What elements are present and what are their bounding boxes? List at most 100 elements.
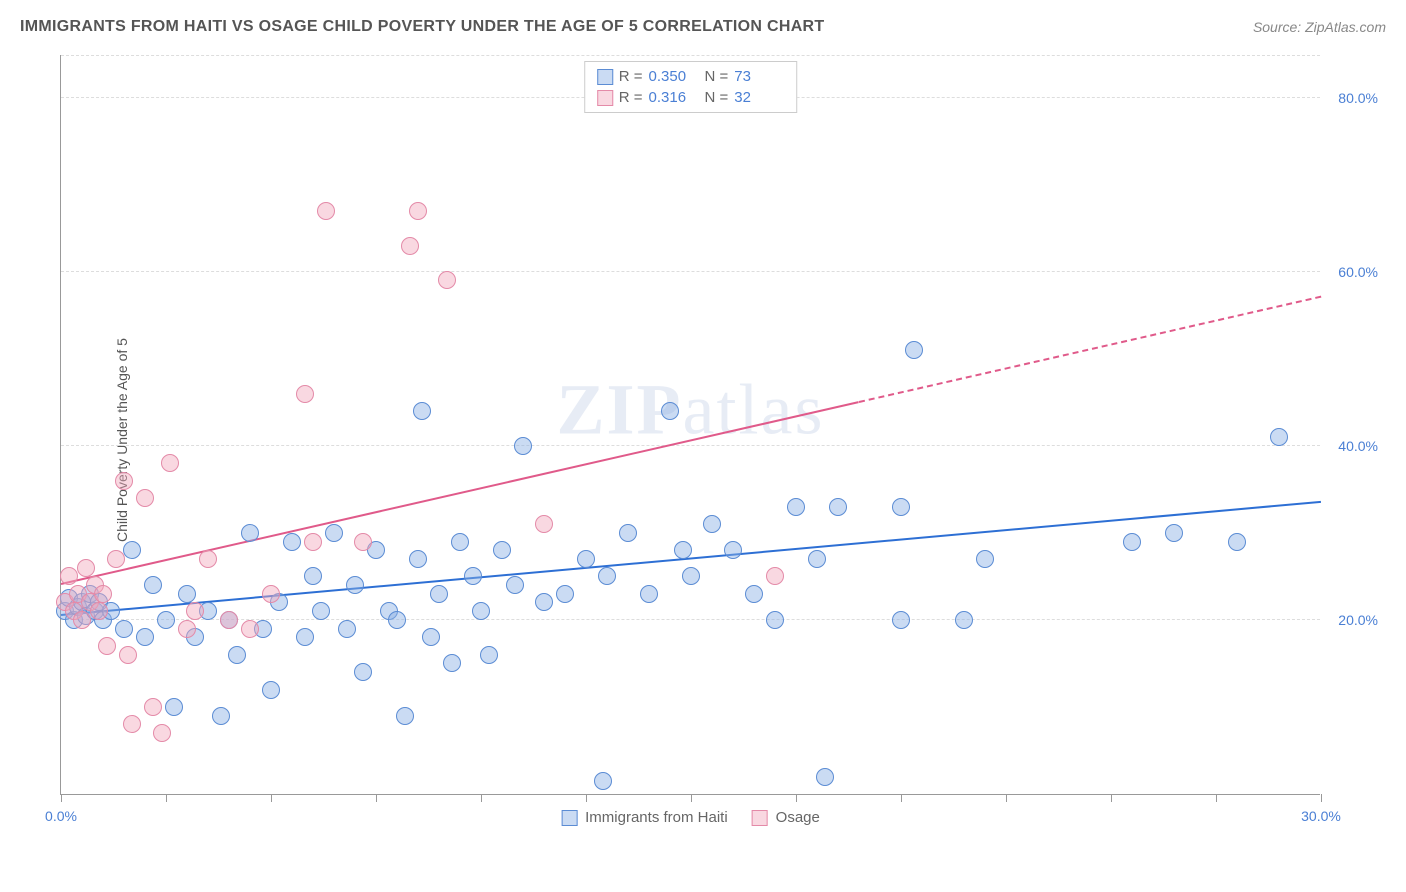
data-point [144, 576, 162, 594]
chart-area: Child Poverty Under the Age of 5 ZIPatla… [60, 55, 1380, 825]
data-point [144, 698, 162, 716]
data-point [136, 489, 154, 507]
data-point [396, 707, 414, 725]
data-point [745, 585, 763, 603]
data-point [388, 611, 406, 629]
r-value: 0.350 [649, 68, 699, 85]
data-point [480, 646, 498, 664]
data-point [594, 772, 612, 790]
data-point [1165, 524, 1183, 542]
n-value: 32 [734, 89, 784, 106]
legend-series: Immigrants from Haiti Osage [561, 809, 820, 826]
data-point [816, 768, 834, 786]
data-point [472, 602, 490, 620]
legend-label: Osage [776, 809, 820, 826]
data-point [409, 202, 427, 220]
legend-swatch [561, 810, 577, 826]
data-point [77, 559, 95, 577]
data-point [401, 237, 419, 255]
data-point [60, 567, 78, 585]
n-label: N = [705, 68, 729, 85]
data-point [241, 620, 259, 638]
data-point [123, 541, 141, 559]
data-point [438, 271, 456, 289]
y-tick-label: 60.0% [1338, 264, 1378, 280]
legend-item: Immigrants from Haiti [561, 809, 728, 826]
data-point [178, 585, 196, 603]
data-point [682, 567, 700, 585]
legend-swatch [597, 69, 613, 85]
data-point [703, 515, 721, 533]
data-point [1228, 533, 1246, 551]
x-tick [1321, 794, 1322, 802]
data-point [136, 628, 154, 646]
data-point [346, 576, 364, 594]
x-tick [1006, 794, 1007, 802]
data-point [354, 663, 372, 681]
data-point [829, 498, 847, 516]
x-tick [61, 794, 62, 802]
data-point [787, 498, 805, 516]
data-point [296, 385, 314, 403]
x-tick [271, 794, 272, 802]
source-label: Source: ZipAtlas.com [1253, 19, 1386, 35]
data-point [165, 698, 183, 716]
y-tick-label: 80.0% [1338, 90, 1378, 106]
data-point [90, 602, 108, 620]
data-point [413, 402, 431, 420]
data-point [241, 524, 259, 542]
data-point [535, 593, 553, 611]
legend-label: Immigrants from Haiti [585, 809, 728, 826]
legend-stat-row: R =0.316N =32 [597, 87, 785, 108]
data-point [766, 567, 784, 585]
x-tick [1111, 794, 1112, 802]
data-point [892, 611, 910, 629]
data-point [1270, 428, 1288, 446]
data-point [955, 611, 973, 629]
data-point [98, 637, 116, 655]
data-point [262, 681, 280, 699]
gridline [61, 55, 1320, 56]
data-point [422, 628, 440, 646]
data-point [115, 620, 133, 638]
data-point [892, 498, 910, 516]
data-point [724, 541, 742, 559]
data-point [661, 402, 679, 420]
data-point [119, 646, 137, 664]
gridline [61, 445, 1320, 446]
data-point [443, 654, 461, 672]
legend-item: Osage [752, 809, 820, 826]
data-point [283, 533, 301, 551]
y-tick-label: 20.0% [1338, 612, 1378, 628]
data-point [338, 620, 356, 638]
data-point [325, 524, 343, 542]
x-tick [586, 794, 587, 802]
trend-line [859, 296, 1321, 403]
data-point [262, 585, 280, 603]
chart-header: IMMIGRANTS FROM HAITI VS OSAGE CHILD POV… [20, 18, 1386, 36]
data-point [535, 515, 553, 533]
data-point [212, 707, 230, 725]
x-tick [1216, 794, 1217, 802]
data-point [556, 585, 574, 603]
data-point [430, 585, 448, 603]
y-tick-label: 40.0% [1338, 438, 1378, 454]
n-label: N = [705, 89, 729, 106]
data-point [178, 620, 196, 638]
data-point [199, 550, 217, 568]
trend-line [61, 500, 1321, 615]
data-point [161, 454, 179, 472]
gridline [61, 271, 1320, 272]
data-point [312, 602, 330, 620]
x-tick-label: 0.0% [45, 808, 77, 824]
data-point [577, 550, 595, 568]
data-point [304, 533, 322, 551]
x-tick [166, 794, 167, 802]
x-tick-label: 30.0% [1301, 808, 1341, 824]
plot-region: ZIPatlas R =0.350N =73R =0.316N =32 Immi… [60, 55, 1320, 795]
data-point [506, 576, 524, 594]
data-point [493, 541, 511, 559]
data-point [1123, 533, 1141, 551]
data-point [304, 567, 322, 585]
data-point [905, 341, 923, 359]
